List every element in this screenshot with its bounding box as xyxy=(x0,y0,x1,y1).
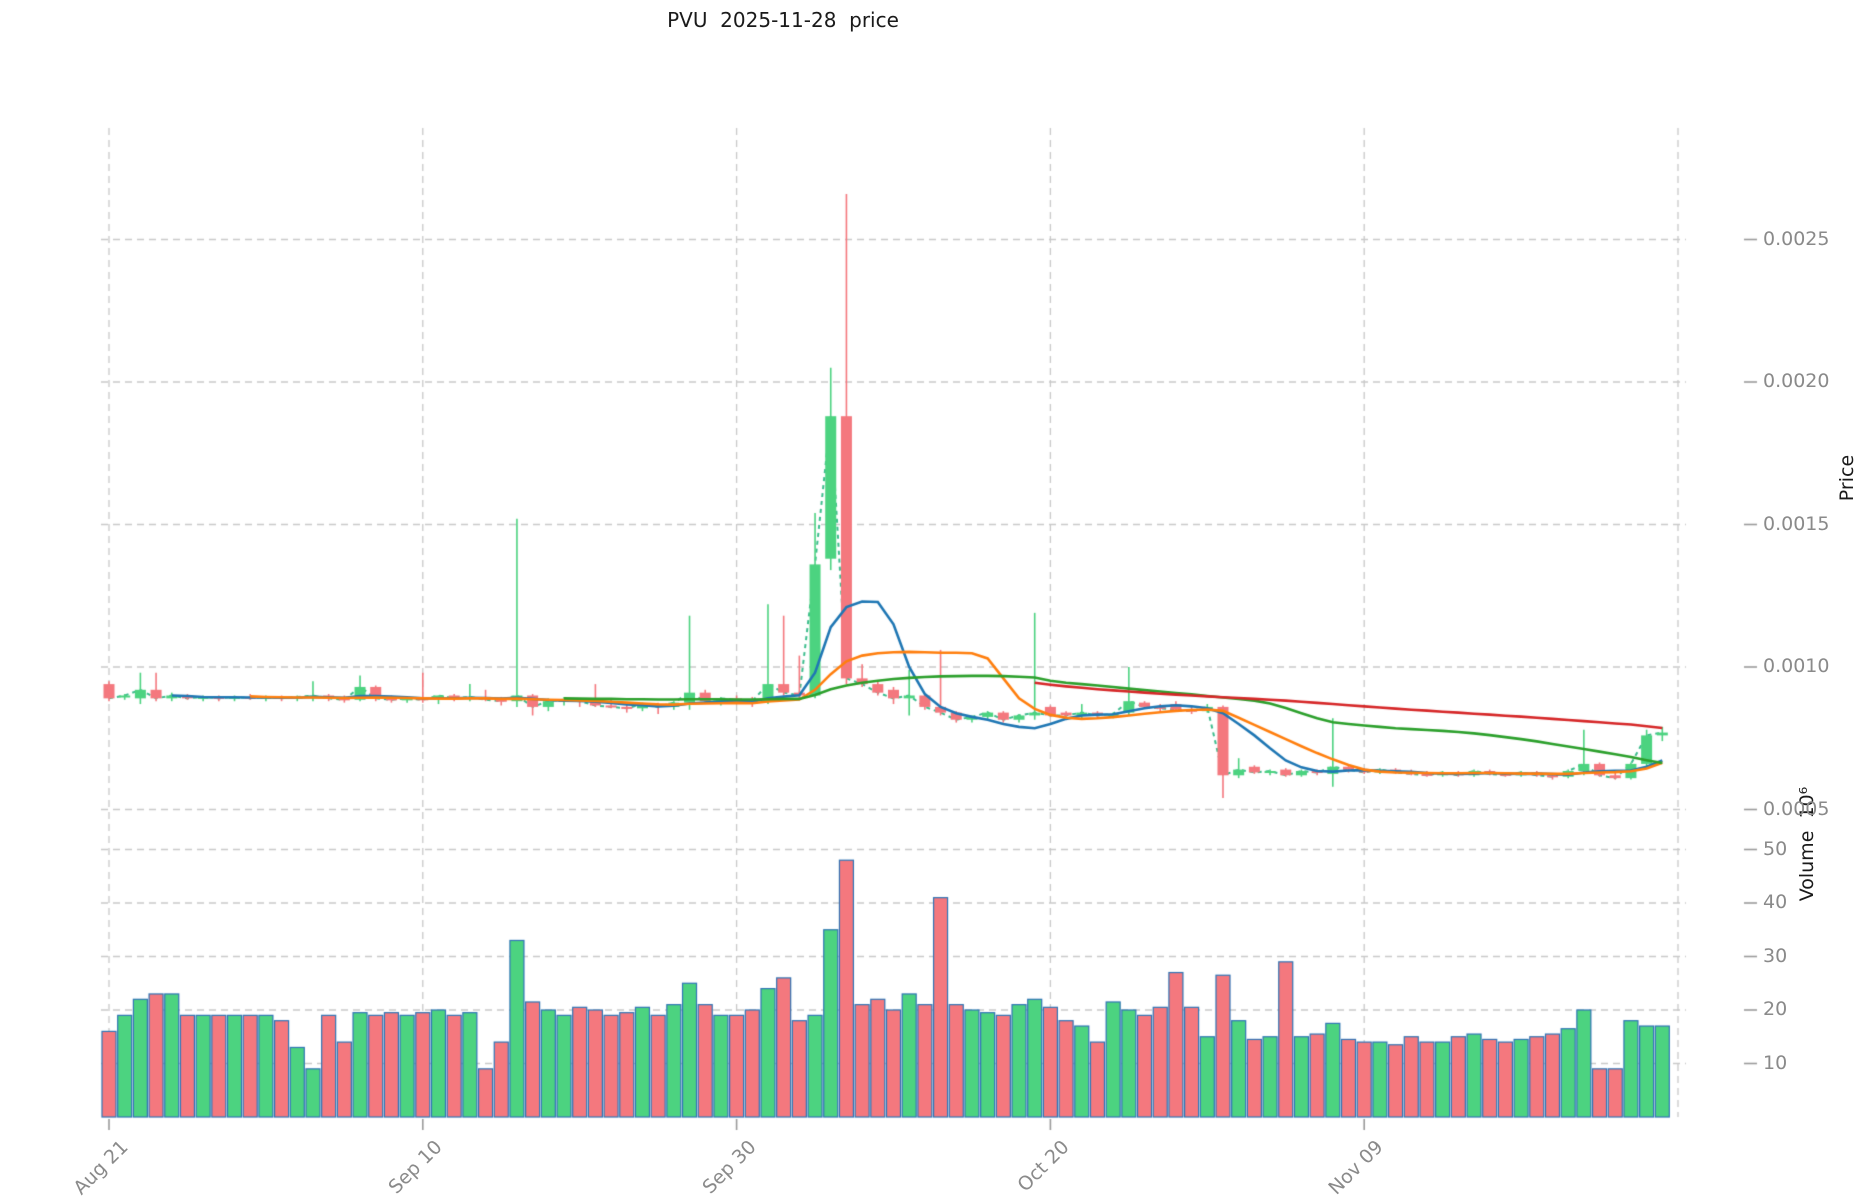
volume-tick-label: 40 xyxy=(1763,891,1788,913)
volume-axis-label: Volume 10⁶ xyxy=(1796,786,1818,902)
volume-tick-label: 50 xyxy=(1763,837,1788,860)
price-tick-label: 0.0020 xyxy=(1763,370,1830,392)
volume-tick-label: 10 xyxy=(1763,1051,1788,1074)
chart-title: PVU 2025-11-28 price xyxy=(667,8,899,32)
price-tick-label: 0.0015 xyxy=(1763,512,1830,535)
volume-tick-label: 20 xyxy=(1763,998,1788,1020)
price-tick-label: 0.0005 xyxy=(1763,797,1830,820)
price-tick-label: 0.0025 xyxy=(1763,227,1830,250)
volume-tick-label: 30 xyxy=(1763,944,1788,967)
price-tick-label: 0.0010 xyxy=(1763,655,1830,677)
price-axis-label: Price xyxy=(1836,454,1858,502)
